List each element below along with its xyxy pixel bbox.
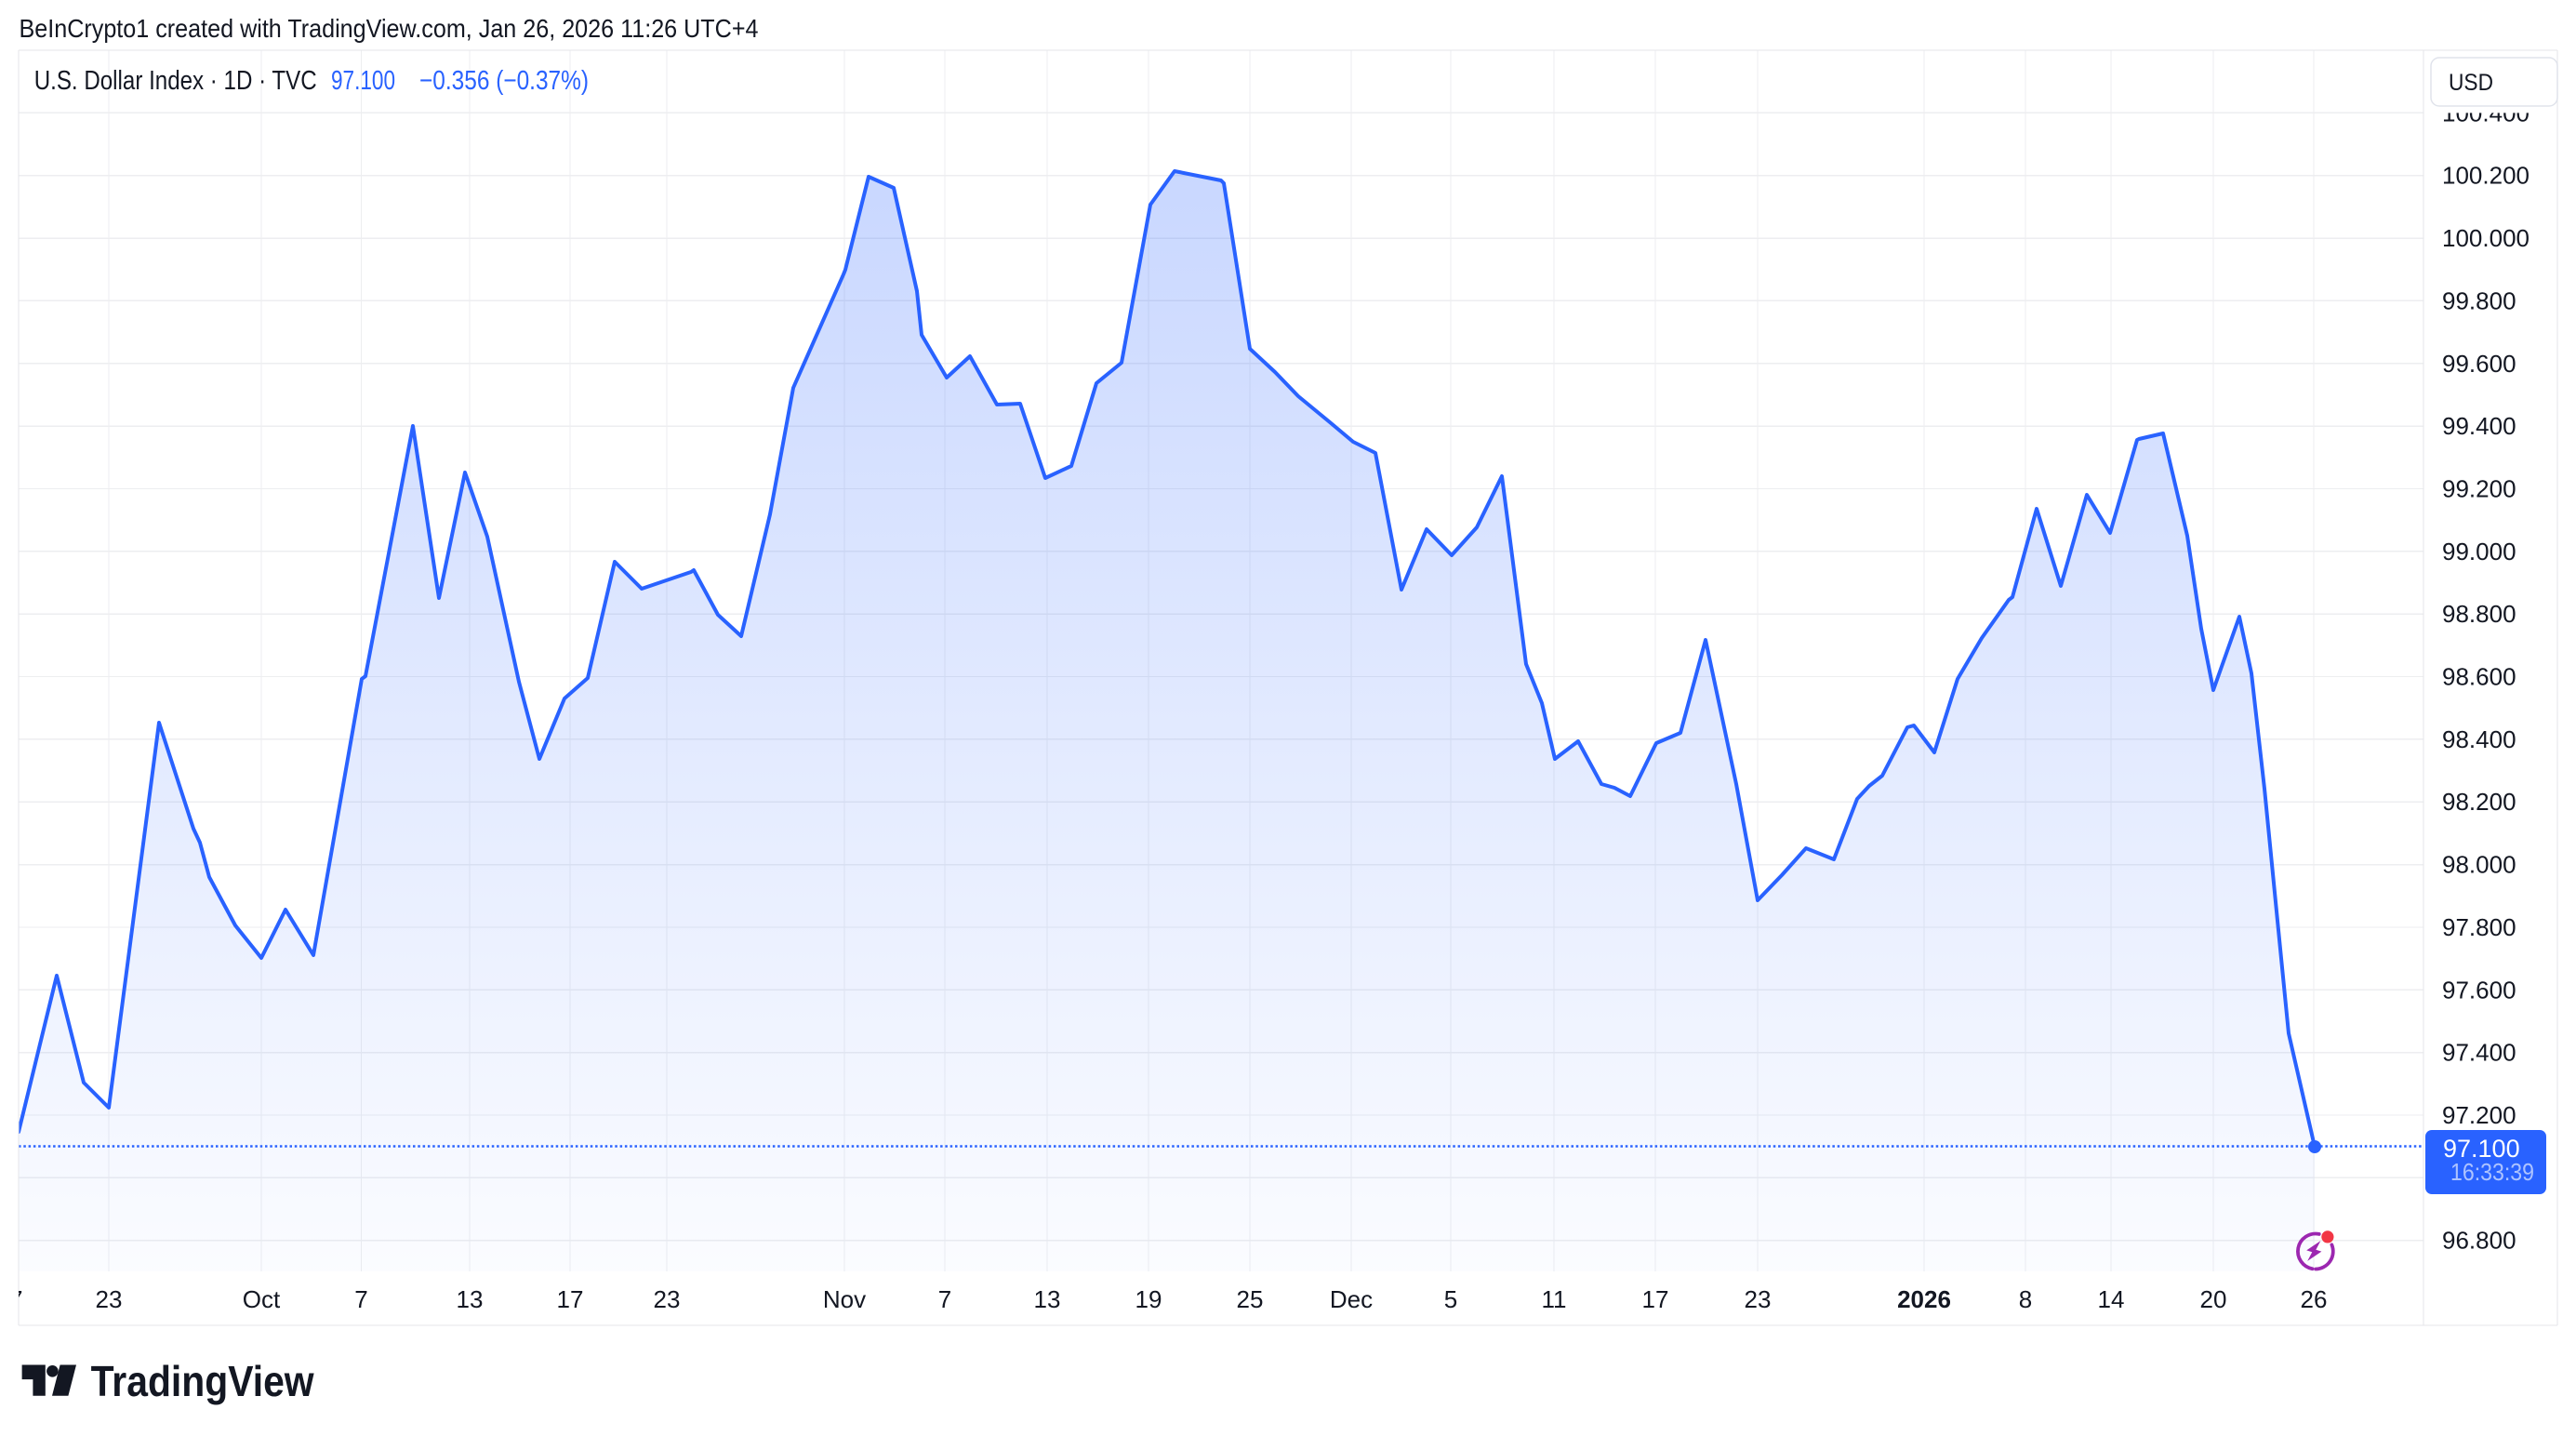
svg-text:7: 7 [354, 1285, 367, 1313]
svg-text:98.600: 98.600 [2442, 663, 2516, 691]
svg-text:23: 23 [1745, 1285, 1772, 1313]
svg-text:25: 25 [1237, 1285, 1264, 1313]
svg-text:TradingView: TradingView [91, 1357, 314, 1405]
svg-text:Nov: Nov [823, 1285, 866, 1313]
svg-text:2026: 2026 [1897, 1285, 1951, 1313]
svg-text:19: 19 [1135, 1285, 1162, 1313]
svg-text:100.200: 100.200 [2442, 162, 2530, 190]
svg-text:17: 17 [557, 1285, 584, 1313]
svg-text:100.000: 100.000 [2442, 224, 2530, 252]
svg-text:97.200: 97.200 [2442, 1101, 2516, 1129]
svg-text:BeInCrypto1 created with Tradi: BeInCrypto1 created with TradingView.com… [20, 14, 759, 43]
svg-text:U.S. Dollar Index · 1D · TVC: U.S. Dollar Index · 1D · TVC [34, 66, 317, 96]
svg-text:98.000: 98.000 [2442, 851, 2516, 879]
svg-text:14: 14 [2098, 1285, 2125, 1313]
svg-text:Oct: Oct [243, 1285, 281, 1313]
svg-text:7: 7 [938, 1285, 951, 1313]
svg-text:13: 13 [1034, 1285, 1061, 1313]
svg-text:5: 5 [1444, 1285, 1457, 1313]
svg-text:USD: USD [2449, 70, 2493, 96]
svg-text:17: 17 [1642, 1285, 1669, 1313]
svg-text:98.800: 98.800 [2442, 600, 2516, 628]
svg-text:99.600: 99.600 [2442, 350, 2516, 378]
svg-text:97.800: 97.800 [2442, 913, 2516, 941]
svg-text:97.600: 97.600 [2442, 976, 2516, 1004]
svg-text:98.200: 98.200 [2442, 788, 2516, 816]
svg-text:26: 26 [2301, 1285, 2328, 1313]
svg-text:97.400: 97.400 [2442, 1039, 2516, 1067]
svg-text:23: 23 [654, 1285, 681, 1313]
svg-text:97.100: 97.100 [331, 66, 395, 96]
svg-text:11: 11 [1542, 1285, 1567, 1313]
svg-text:99.000: 99.000 [2442, 538, 2516, 565]
svg-text:98.400: 98.400 [2442, 725, 2516, 753]
svg-text:96.800: 96.800 [2442, 1227, 2516, 1255]
svg-text:23: 23 [96, 1285, 123, 1313]
svg-text:17: 17 [0, 1285, 22, 1313]
svg-text:97.100: 97.100 [2443, 1135, 2520, 1163]
svg-text:20: 20 [2200, 1285, 2227, 1313]
svg-text:−0.356 (−0.37%): −0.356 (−0.37%) [419, 66, 589, 96]
svg-text:8: 8 [2019, 1285, 2032, 1313]
svg-text:99.800: 99.800 [2442, 286, 2516, 314]
svg-text:Dec: Dec [1330, 1285, 1373, 1313]
svg-text:99.400: 99.400 [2442, 412, 2516, 440]
svg-text:99.200: 99.200 [2442, 475, 2516, 503]
svg-text:13: 13 [457, 1285, 484, 1313]
svg-text:16:33:39: 16:33:39 [2450, 1158, 2534, 1186]
